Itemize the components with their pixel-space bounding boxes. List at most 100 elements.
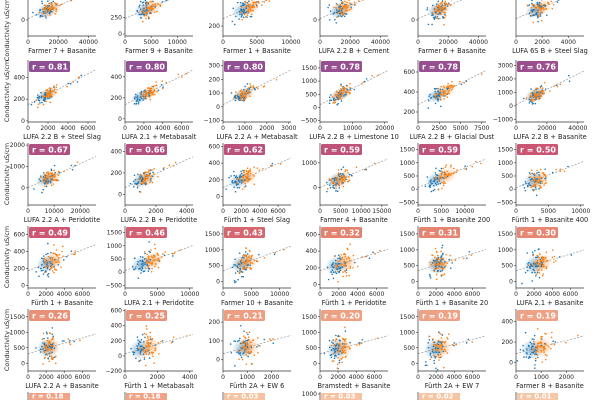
data-point-orange (445, 253, 448, 256)
data-point-blue (139, 268, 141, 270)
data-point-blue (536, 256, 538, 259)
data-point-orange (337, 95, 339, 98)
data-point-blue (331, 177, 334, 180)
data-point-orange (338, 181, 340, 184)
data-point-orange (51, 179, 53, 181)
data-point-orange (185, 72, 188, 75)
data-point-blue (540, 6, 543, 8)
data-point-orange (335, 264, 338, 267)
data-point-orange (43, 8, 45, 11)
data-point-orange (145, 91, 147, 93)
data-point-blue (233, 174, 236, 177)
y-tick-label: 600 (209, 143, 221, 150)
data-point-blue (439, 182, 442, 185)
data-point-blue (430, 96, 433, 99)
data-point-blue (51, 327, 54, 329)
x-tick-label: 6000 (369, 291, 384, 298)
data-point-orange (149, 94, 152, 96)
data-point-blue (441, 269, 443, 272)
data-point-orange (337, 172, 340, 174)
data-point-blue (144, 336, 146, 339)
data-point-blue (273, 253, 276, 256)
data-point-orange (339, 259, 341, 262)
data-point-orange (249, 172, 252, 175)
data-point-orange (173, 252, 176, 255)
data-point-blue (555, 84, 558, 87)
data-point-blue (232, 182, 234, 184)
data-point-orange (539, 179, 542, 182)
data-point-orange (46, 354, 48, 356)
data-point-blue (234, 365, 236, 367)
data-point-blue (39, 351, 42, 353)
data-point-blue (439, 270, 442, 273)
data-point-orange (364, 168, 366, 171)
data-point-orange (343, 345, 345, 348)
x-tick-label: 0 (318, 291, 322, 298)
data-point-orange (348, 346, 351, 349)
y-tick-label: 1000 (10, 329, 25, 336)
badge-prefix: r = (422, 63, 438, 72)
data-point-orange (42, 363, 44, 365)
data-point-orange (438, 345, 440, 348)
data-point-blue (141, 266, 143, 268)
data-point-orange (52, 338, 54, 341)
data-point-orange (542, 263, 545, 266)
data-point-blue (334, 347, 337, 350)
data-point-orange (373, 162, 376, 165)
data-point-orange (143, 8, 145, 11)
data-point-blue (51, 351, 53, 354)
subplot: r = 0.18 (124, 392, 167, 400)
data-point-orange (435, 10, 438, 12)
data-point-orange (151, 353, 154, 355)
y-tick-label: 0 (118, 31, 122, 38)
data-point-blue (332, 339, 334, 341)
data-point-orange (55, 355, 57, 357)
data-point-blue (42, 258, 44, 260)
data-point-blue (147, 270, 150, 272)
data-point-orange (157, 176, 159, 178)
y-tick-label: 1500 (400, 147, 415, 154)
y-axis-label: Conductivity uS/cm (3, 0, 11, 61)
data-point-orange (72, 253, 75, 256)
data-point-orange (47, 348, 50, 351)
data-point-blue (337, 10, 340, 13)
data-point-orange (142, 11, 145, 13)
data-point-orange (555, 168, 557, 171)
data-point-blue (441, 176, 444, 179)
data-point-orange (241, 258, 243, 260)
plot-area (223, 324, 291, 367)
data-point-orange (537, 181, 540, 184)
data-point-blue (236, 1, 239, 4)
y-tick-label: 0 (118, 269, 122, 276)
regression-line (28, 156, 96, 188)
data-point-orange (335, 338, 337, 340)
data-point-blue (534, 353, 536, 355)
y-tick-label: 400 (404, 89, 416, 96)
data-point-blue (538, 174, 540, 176)
correlation-badge: r = 0.66 (126, 144, 167, 155)
data-point-blue (528, 98, 530, 101)
data-point-blue (43, 255, 45, 257)
data-point-blue (242, 16, 245, 19)
data-point-blue (236, 186, 239, 189)
x-tick-label: 0 (318, 374, 322, 381)
data-point-blue (436, 97, 439, 100)
data-point-blue (42, 273, 45, 275)
data-point-orange (547, 1, 549, 4)
data-point-orange (60, 266, 62, 268)
data-point-orange (441, 344, 443, 346)
data-point-orange (341, 1, 343, 4)
data-point-blue (522, 344, 524, 347)
subplot-title: LUFA 2.2 B + Limestone 10 (309, 133, 399, 141)
data-point-orange (339, 7, 341, 9)
data-point-orange (434, 264, 437, 266)
data-point-orange (45, 11, 47, 14)
data-point-blue (241, 271, 244, 273)
data-point-blue (533, 343, 535, 345)
data-point-blue (332, 266, 335, 269)
data-point-blue (49, 181, 52, 184)
data-point-orange (440, 356, 443, 358)
data-point-orange (565, 341, 567, 344)
data-point-orange (443, 4, 446, 6)
